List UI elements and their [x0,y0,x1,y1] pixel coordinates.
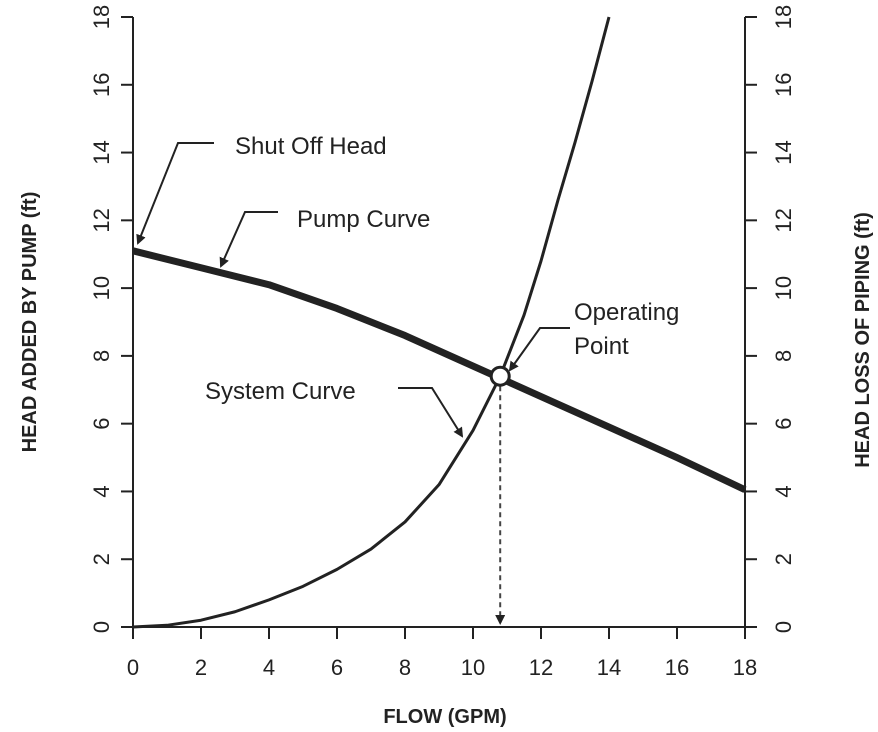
arrow [398,387,464,438]
arrow [219,211,278,268]
annotation: Shut Off Head [235,133,387,160]
y-tick-label: 0 [89,621,114,633]
y2-tick-label: 18 [771,5,796,29]
operating-point [489,365,511,387]
x-axis-title: FLOW (GPM) [383,706,506,728]
y2-tick-label: 4 [771,485,796,497]
y2-tick-label: 10 [771,276,796,300]
x-tick-label: 10 [461,655,485,680]
x-tick-label: 18 [733,655,757,680]
y2-tick-label: 0 [771,621,796,633]
annotation: System Curve [205,378,356,405]
arrow [136,142,214,245]
y2-tick-label: 6 [771,418,796,430]
y-tick-label: 2 [89,553,114,565]
y-tick-label: 14 [89,140,114,164]
y-tick-label: 6 [89,418,114,430]
y-tick-label: 10 [89,276,114,300]
x-tick-label: 6 [331,655,343,680]
series-line [132,16,611,629]
x-tick-label: 2 [195,655,207,680]
y2-tick-label: 8 [771,350,796,362]
annotation: Point [574,333,629,360]
x-tick-label: 16 [665,655,689,680]
y2-tick-label: 14 [771,140,796,164]
y-tick-label: 4 [89,485,114,497]
y-tick-label: 16 [89,73,114,97]
y-tick-label: 12 [89,208,114,232]
x-tick-label: 8 [399,655,411,680]
annotation: Pump Curve [297,206,430,233]
y2-tick-label: 2 [771,553,796,565]
y2-axis-title: HEAD LOSS OF PIPING (ft) [852,212,874,468]
annotation: Operating [574,299,679,326]
x-tick-label: 0 [127,655,139,680]
x-tick-label: 4 [263,655,275,680]
y-tick-label: 8 [89,350,114,362]
series-line [132,247,747,493]
y2-tick-label: 12 [771,208,796,232]
y-axis-title: HEAD ADDED BY PUMP (ft) [19,192,41,453]
annotation-arrows [136,142,570,438]
arrow [508,327,570,372]
y-tick-label: 18 [89,5,114,29]
x-tick-label: 12 [529,655,553,680]
y2-tick-label: 16 [771,73,796,97]
x-tick-label: 14 [597,655,621,680]
